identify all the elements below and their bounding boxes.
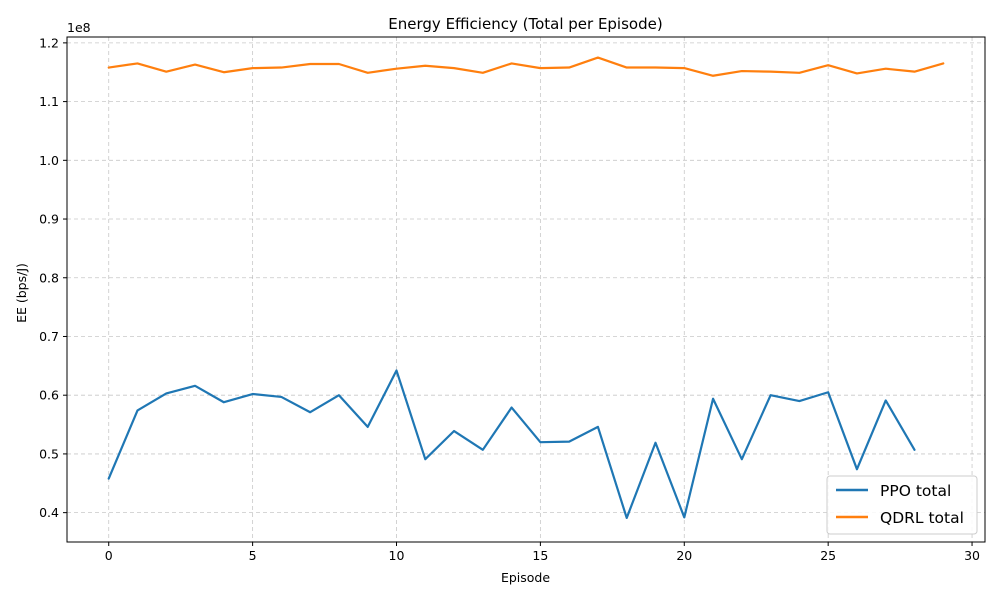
legend: PPO total QDRL total xyxy=(826,475,978,535)
y-axis-title: EE (bps/J) xyxy=(14,263,29,323)
x-tick-label: 25 xyxy=(820,548,836,563)
chart-title: Energy Efficiency (Total per Episode) xyxy=(388,15,662,33)
x-tick-label: 20 xyxy=(676,548,692,563)
legend-label-qdrl-total: QDRL total xyxy=(880,509,964,527)
series-line-qdrl-total xyxy=(107,56,945,77)
grid-layer xyxy=(67,37,985,542)
y-tick-label: 0.6 xyxy=(39,388,59,403)
y-tick-label: 0.4 xyxy=(39,505,59,520)
y-tick-label: 0.7 xyxy=(39,329,59,344)
x-tick-label: 5 xyxy=(249,548,257,563)
y-axis-offset-label: 1e8 xyxy=(67,20,91,35)
y-tick-label: 0.9 xyxy=(39,212,59,227)
legend-label-ppo-total: PPO total xyxy=(880,482,951,500)
series-layer xyxy=(107,56,945,520)
x-tick-label: 0 xyxy=(105,548,113,563)
tick-layer: 0 5 10 15 20 25 30 0.4 0.5 0.6 0.7 0.8 0.9 1.0 1.1 1.2 xyxy=(39,35,980,563)
x-tick-label: 15 xyxy=(532,548,548,563)
plot-frame xyxy=(66,36,986,543)
y-tick-label: 1.0 xyxy=(39,153,59,168)
x-tick-label: 30 xyxy=(964,548,980,563)
x-axis-title: Episode xyxy=(501,570,550,585)
x-tick-label: 10 xyxy=(389,548,405,563)
y-tick-label: 0.5 xyxy=(39,446,59,461)
y-tick-label: 0.8 xyxy=(39,270,59,285)
series-line-ppo-total xyxy=(107,369,916,520)
y-tick-label: 1.1 xyxy=(39,94,59,109)
y-tick-label: 1.2 xyxy=(39,35,59,50)
